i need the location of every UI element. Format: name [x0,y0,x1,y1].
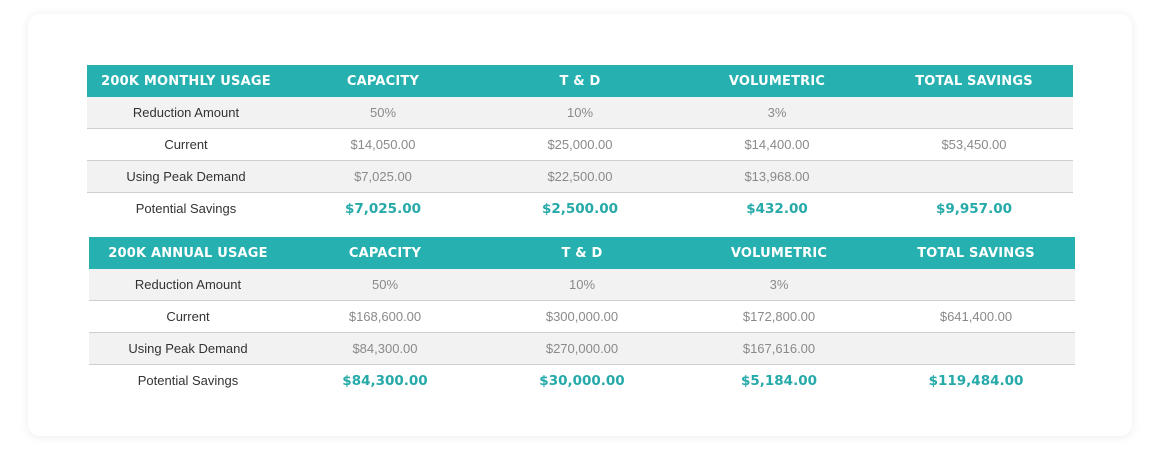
row-label: Using Peak Demand [87,160,285,193]
row-label: Reduction Amount [87,97,285,129]
row-label: Current [89,300,287,333]
cell-volumetric: 3% [681,269,877,301]
table-header-row: 200K MONTHLY USAGE CAPACITY T & D VOLUME… [87,65,1073,97]
cell-total-savings: $53,450.00 [875,128,1073,161]
row-label: Potential Savings [137,373,239,388]
row-label: Potential Savings [135,201,237,216]
header-t-and-d: T & D [481,65,679,97]
cell-capacity: $7,025.00 [344,200,421,217]
cell-capacity: $14,050.00 [285,128,481,161]
row-label: Using Peak Demand [89,332,287,365]
cell-volumetric: $172,800.00 [681,300,877,333]
cell-total-savings [877,269,1075,301]
table-row-potential-savings: Potential Savings $84,300.00 $30,000.00 … [89,365,1075,397]
table-header-row: 200K ANNUAL USAGE CAPACITY T & D VOLUMET… [89,237,1075,269]
cell-volumetric: $14,400.00 [679,128,875,161]
cell-total-savings [875,97,1073,129]
table-row-reduction-amount: Reduction Amount 50% 10% 3% [87,97,1073,129]
header-usage: 200K ANNUAL USAGE [89,237,287,269]
table-row-current: Current $168,600.00 $300,000.00 $172,800… [89,300,1075,333]
table-row-reduction-amount: Reduction Amount 50% 10% 3% [89,269,1075,301]
cell-total-savings: $641,400.00 [877,300,1075,333]
cell-volumetric: $432.00 [746,200,808,217]
cell-t-and-d: 10% [481,97,679,129]
cell-volumetric: $167,616.00 [681,332,877,365]
table-row-current: Current $14,050.00 $25,000.00 $14,400.00… [87,128,1073,161]
cell-total-savings: $9,957.00 [935,200,1012,217]
annual-usage-table: 200K ANNUAL USAGE CAPACITY T & D VOLUMET… [89,237,1075,396]
header-capacity: CAPACITY [287,237,483,269]
cell-t-and-d: $2,500.00 [541,200,618,217]
header-volumetric: VOLUMETRIC [679,65,875,97]
header-total-savings: TOTAL SAVINGS [875,65,1073,97]
table-row-using-peak-demand: Using Peak Demand $84,300.00 $270,000.00… [89,332,1075,365]
cell-capacity: $168,600.00 [287,300,483,333]
cell-volumetric: $13,968.00 [679,160,875,193]
header-capacity: CAPACITY [285,65,481,97]
monthly-usage-table: 200K MONTHLY USAGE CAPACITY T & D VOLUME… [87,65,1073,224]
cell-volumetric: 3% [679,97,875,129]
cell-t-and-d: $22,500.00 [481,160,679,193]
cell-total-savings [877,332,1075,365]
cell-capacity: $84,300.00 [287,332,483,365]
header-volumetric: VOLUMETRIC [681,237,877,269]
cell-t-and-d: $30,000.00 [539,372,625,389]
row-label: Reduction Amount [89,269,287,301]
cell-capacity: 50% [285,97,481,129]
cell-t-and-d: $25,000.00 [481,128,679,161]
table-row-potential-savings: Potential Savings $7,025.00 $2,500.00 $4… [87,193,1073,225]
row-label: Current [87,128,285,161]
header-t-and-d: T & D [483,237,681,269]
header-total-savings: TOTAL SAVINGS [877,237,1075,269]
cell-total-savings [875,160,1073,193]
cell-t-and-d: $300,000.00 [483,300,681,333]
cell-volumetric: $5,184.00 [740,372,817,389]
table-row-using-peak-demand: Using Peak Demand $7,025.00 $22,500.00 $… [87,160,1073,193]
header-usage: 200K MONTHLY USAGE [87,65,285,97]
cell-total-savings: $119,484.00 [928,372,1024,389]
cell-capacity: 50% [287,269,483,301]
cell-capacity: $7,025.00 [285,160,481,193]
cell-capacity: $84,300.00 [342,372,428,389]
cell-t-and-d: $270,000.00 [483,332,681,365]
cell-t-and-d: 10% [483,269,681,301]
